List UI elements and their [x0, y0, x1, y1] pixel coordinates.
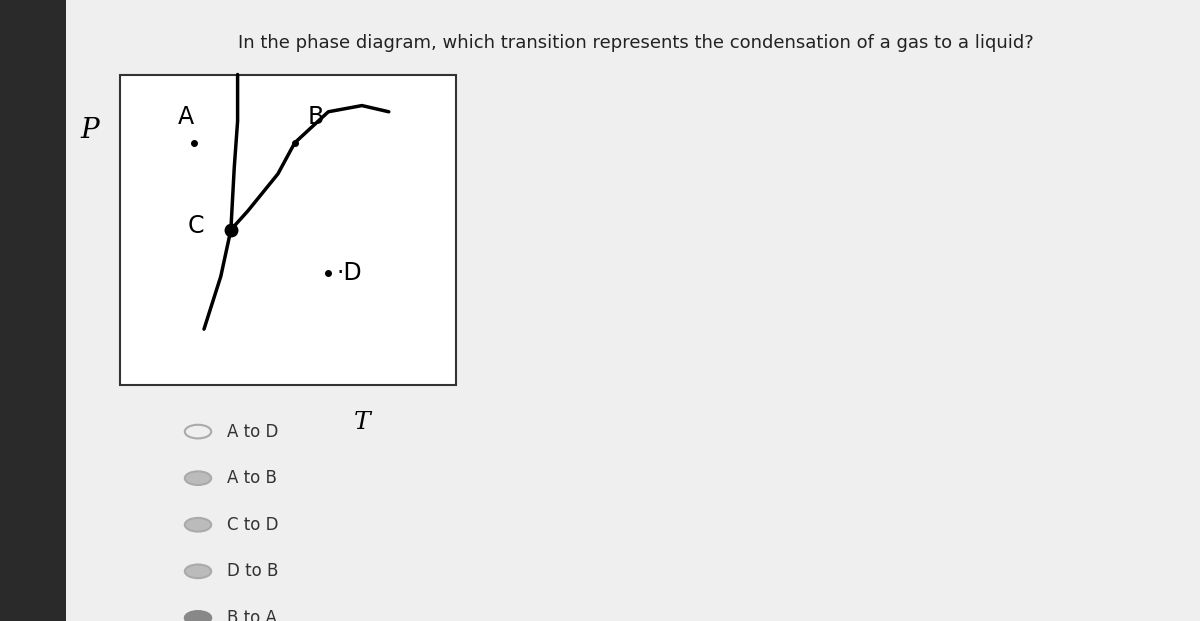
Bar [120, 75, 456, 385]
Circle shape [185, 518, 211, 532]
Text: C to D: C to D [227, 516, 278, 533]
Text: ·D: ·D [336, 261, 362, 285]
Circle shape [185, 564, 211, 578]
Text: In the phase diagram, which transition represents the condensation of a gas to a: In the phase diagram, which transition r… [238, 34, 1034, 52]
Circle shape [185, 611, 211, 621]
Text: A to D: A to D [227, 423, 278, 440]
Text: T: T [354, 410, 371, 434]
Text: C: C [188, 214, 204, 238]
Text: A: A [178, 105, 194, 129]
Text: B: B [308, 105, 324, 129]
Circle shape [185, 471, 211, 485]
Text: B to A: B to A [227, 609, 277, 621]
Bar [0, 0, 66, 621]
Text: D to B: D to B [227, 563, 278, 580]
Text: A to B: A to B [227, 469, 277, 487]
Text: P: P [80, 117, 100, 144]
